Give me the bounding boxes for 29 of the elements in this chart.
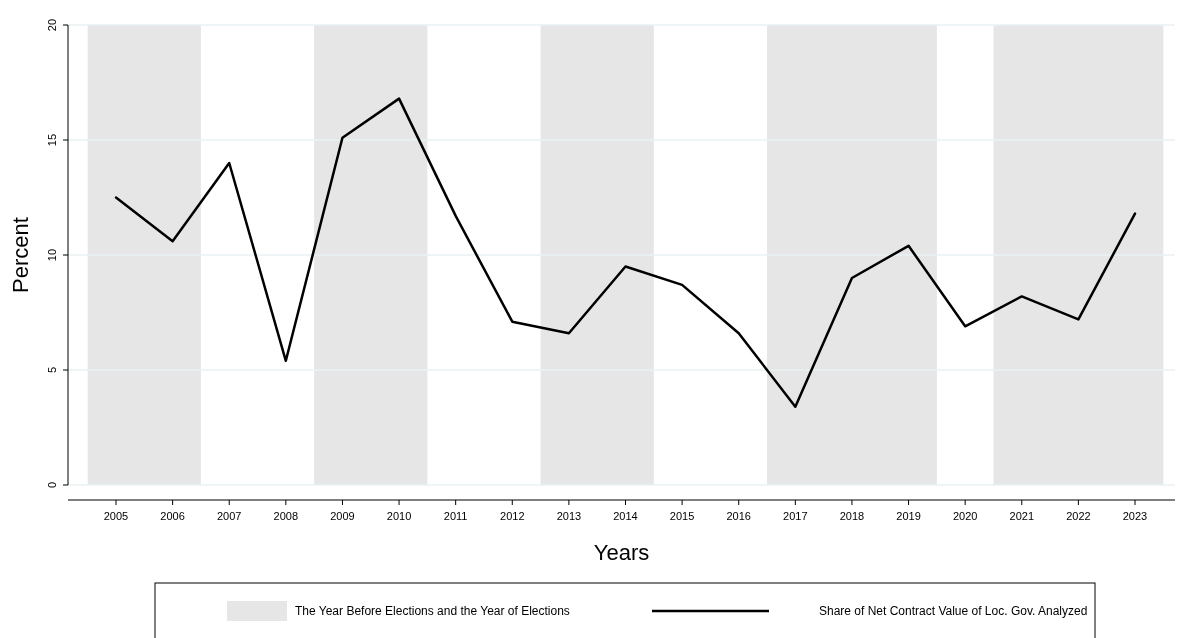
y-tick-label: 5 xyxy=(46,366,58,374)
x-tick-label: 2010 xyxy=(386,510,412,522)
x-tick-label: 2019 xyxy=(896,510,921,522)
x-tick-label: 2012 xyxy=(500,510,525,522)
x-tick-label: 2008 xyxy=(273,510,299,522)
x-tick-label: 2023 xyxy=(1122,510,1148,522)
y-axis-title: Percent xyxy=(8,217,33,293)
y-tick-label: 15 xyxy=(46,133,58,147)
y-tick-label: 0 xyxy=(46,481,58,489)
x-tick-label: 2007 xyxy=(216,510,242,522)
x-tick-label: 2005 xyxy=(103,510,129,522)
x-axis-title: Years xyxy=(593,540,650,565)
y-tick-label: 10 xyxy=(46,248,58,262)
x-tick-label: 2011 xyxy=(443,510,468,522)
line-series xyxy=(114,97,1137,409)
x-tick-label: 2013 xyxy=(556,510,582,522)
legend-label: The Year Before Elections and the Year of Elections xyxy=(295,604,570,618)
x-tick-label: 2006 xyxy=(160,510,185,522)
text: Share of Net Contract Value of Loc. Gov. Analyzed xyxy=(819,604,1088,618)
x-tick-label: 2017 xyxy=(783,510,808,522)
x-tick-label: 2018 xyxy=(839,510,865,522)
x-tick-label: 2014 xyxy=(613,510,638,522)
x-tick-label: 2020 xyxy=(952,510,978,522)
x-tick-label: 2009 xyxy=(330,510,355,522)
x-tick-label: 2016 xyxy=(726,510,751,522)
y-tick-label: 20 xyxy=(46,18,58,32)
x-tick-label: 2015 xyxy=(669,510,695,522)
x-tick-label: 2022 xyxy=(1066,510,1091,522)
x-tick-label: 2021 xyxy=(1009,510,1035,522)
